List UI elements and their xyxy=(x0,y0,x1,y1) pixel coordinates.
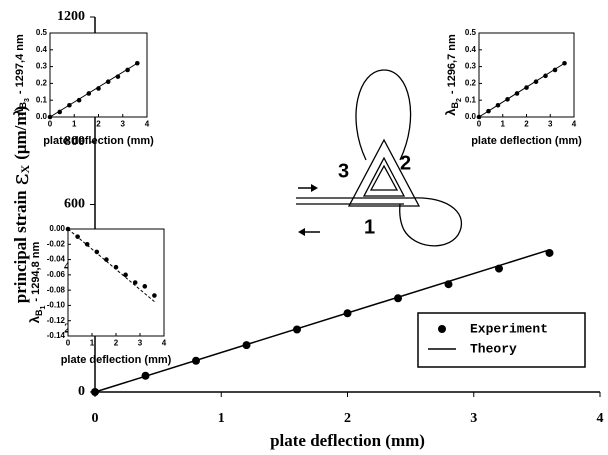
y-tick-label: 0.3 xyxy=(36,62,48,71)
x-tick-label: 4 xyxy=(145,119,150,128)
x-tick-label: 1 xyxy=(218,411,225,426)
y-tick-label: 0.4 xyxy=(36,45,48,54)
legend-label: Theory xyxy=(470,341,517,356)
arrow-head xyxy=(311,184,318,192)
x-tick-label: 1 xyxy=(72,119,77,128)
data-point xyxy=(152,293,157,298)
legend-label: Experiment xyxy=(470,321,548,336)
x-axis-label: plate deflection (mm) xyxy=(270,431,425,450)
y-tick-label: 0.3 xyxy=(465,62,477,71)
y-tick-label: 0.5 xyxy=(465,28,477,37)
y-label-text: - 1294,8 nm xyxy=(30,242,42,302)
y-label-text: - 1297,4 nm xyxy=(14,34,26,94)
legend-marker xyxy=(438,325,446,333)
x-tick-label: 2 xyxy=(524,119,529,128)
y-tick-label: 0.0 xyxy=(465,112,477,121)
data-point xyxy=(143,284,148,289)
x-tick-label: 0 xyxy=(92,411,99,426)
plot-frame xyxy=(50,33,147,117)
x-tick-label: 3 xyxy=(138,338,143,347)
y-tick-label: 0.00 xyxy=(49,224,65,233)
x-tick-label: 0 xyxy=(66,338,71,347)
x-tick-label: 4 xyxy=(162,338,167,347)
y-label-text: principal strain xyxy=(11,190,30,303)
x-tick-label: 4 xyxy=(597,411,604,426)
data-point xyxy=(123,273,128,278)
y-tick-label: 0.0 xyxy=(36,112,48,121)
y-tick-label: -0.14 xyxy=(47,331,66,340)
panel: 0 1 2 3 4 0.0 0.1 0.2 0.3 0.4 0.5 plate deflection … xyxy=(443,28,582,147)
y-tick-label: -0.12 xyxy=(47,316,66,325)
y-label-text: - 1296,7 nm xyxy=(446,34,458,94)
x-tick-label: 2 xyxy=(344,411,351,426)
x-tick-label: 3 xyxy=(121,119,126,128)
y-label-subscript: X xyxy=(18,164,32,173)
y-tick-label: 0.2 xyxy=(465,79,477,88)
y-label-subsubscript: 1 xyxy=(40,306,47,310)
x-tick-label: 3 xyxy=(548,119,553,128)
y-tick-label: 0.2 xyxy=(36,79,48,88)
triangle xyxy=(371,166,397,190)
x-tick-label: 1 xyxy=(501,119,506,128)
y-axis-label: λB2- 1296,7 nm xyxy=(443,34,462,116)
sensor-diagram: 3 2 1 xyxy=(296,70,461,246)
y-tick-label: 0.5 xyxy=(36,28,48,37)
y-tick-label: 0 xyxy=(78,384,85,399)
y-tick-label: 0.4 xyxy=(465,45,477,54)
fiber-loop xyxy=(356,70,411,160)
y-label-symbol: ε xyxy=(8,173,34,185)
y-axis-label: λB3- 1297,4 nm xyxy=(11,34,30,116)
x-axis-label: plate deflection (mm) xyxy=(43,135,154,147)
arrow-head xyxy=(298,228,305,236)
chart: 3 2 1 01234020040060080010001200plate de… xyxy=(0,0,608,455)
x-tick-label: 2 xyxy=(114,338,119,347)
y-axis-label: λB1- 1294,8 nm xyxy=(27,242,46,324)
annotation: 2 xyxy=(400,152,411,174)
y-tick-label: -0.04 xyxy=(47,255,66,264)
plot-frame xyxy=(479,33,574,117)
y-label-subsubscript: 2 xyxy=(456,98,463,102)
y-tick-label: -0.08 xyxy=(47,285,66,294)
panel: 0 1 2 3 4 0.00 -0.02 -0.04 -0.06 -0.08 -0.10 -0.12 -… xyxy=(27,224,171,366)
x-tick-label: 1 xyxy=(90,338,95,347)
y-tick-label: -0.02 xyxy=(47,239,66,248)
x-tick-label: 2 xyxy=(96,119,101,128)
annotation: 1 xyxy=(364,216,375,238)
y-tick-label: -0.10 xyxy=(47,301,66,310)
x-tick-label: 0 xyxy=(48,119,53,128)
y-tick-label: 0.1 xyxy=(36,95,48,104)
y-tick-label: 0.1 xyxy=(465,95,477,104)
x-axis-label: plate deflection (mm) xyxy=(471,135,582,147)
annotation: 3 xyxy=(338,160,349,182)
x-axis-label: plate deflection (mm) xyxy=(61,354,172,366)
plot-frame xyxy=(68,229,164,336)
panel: 0 1 2 3 4 0.0 0.1 0.2 0.3 0.4 0.5 plate deflection … xyxy=(11,28,154,147)
fiber-loop xyxy=(400,198,462,246)
y-tick-label: -0.06 xyxy=(47,270,66,279)
x-tick-label: 4 xyxy=(572,119,577,128)
x-tick-label: 0 xyxy=(477,119,482,128)
y-tick-label: 600 xyxy=(64,197,85,212)
y-label-subsubscript: 3 xyxy=(24,98,31,102)
x-tick-label: 3 xyxy=(470,411,477,426)
y-tick-label: 1200 xyxy=(57,9,85,24)
